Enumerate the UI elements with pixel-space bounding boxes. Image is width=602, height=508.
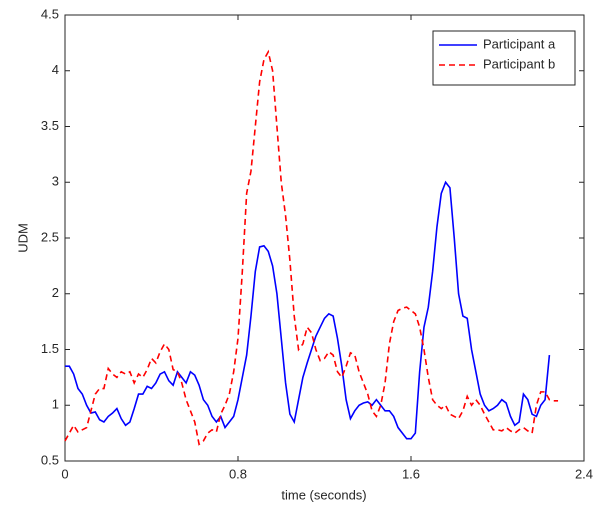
x-axis-label: time (seconds) (281, 487, 366, 502)
y-tick-label: 2 (52, 285, 59, 300)
legend-box (432, 30, 576, 86)
y-axis-label: UDM (15, 223, 30, 253)
y-tick-label: 4 (52, 62, 59, 77)
plot-area (64, 14, 585, 462)
y-tick-label: 3 (52, 174, 59, 189)
x-tick-label: 0 (61, 466, 68, 481)
legend-label: Participant a (483, 36, 556, 51)
legend-label: Participant b (483, 56, 555, 71)
x-tick-label: 1.6 (402, 466, 420, 481)
x-tick-label: 2.4 (575, 466, 593, 481)
y-tick-label: 1 (52, 397, 59, 412)
y-tick-label: 4.5 (41, 6, 59, 21)
y-tick-label: 3.5 (41, 118, 59, 133)
x-tick-label: 0.8 (229, 466, 247, 481)
y-tick-label: 2.5 (41, 229, 59, 244)
y-tick-label: 0.5 (41, 452, 59, 467)
data-line (65, 180, 551, 440)
y-tick-label: 1.5 (41, 341, 59, 356)
